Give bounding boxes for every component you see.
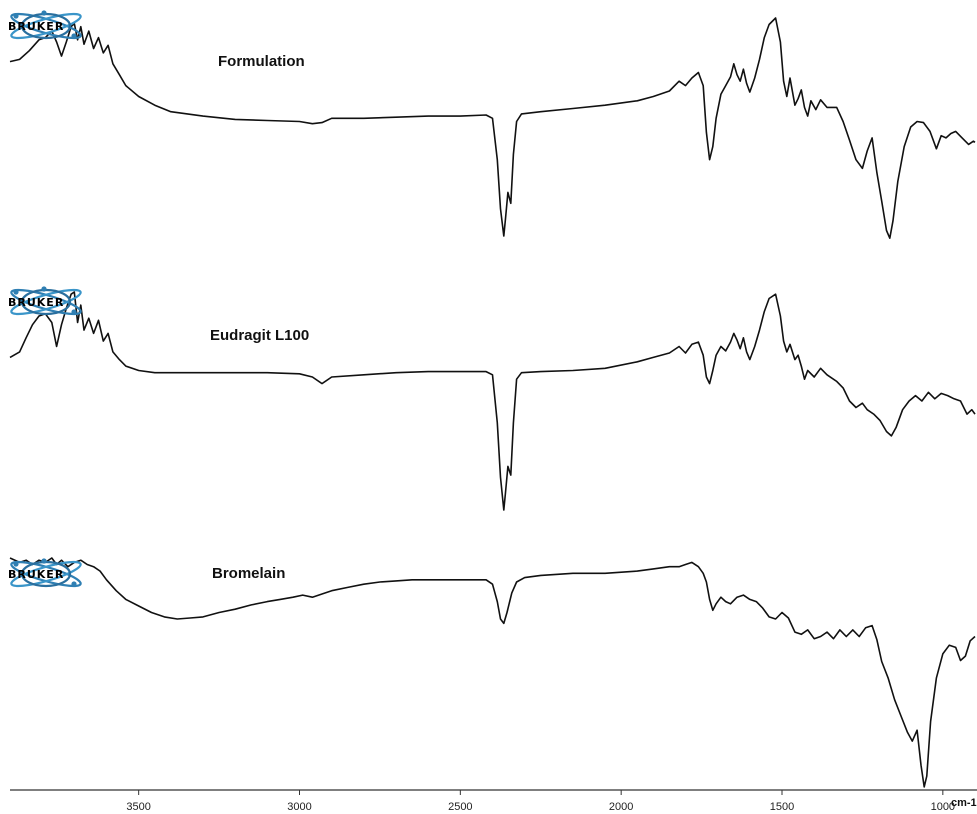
logo-dot xyxy=(71,33,77,39)
spectrum-panel: BRUKER Bromelain xyxy=(8,557,976,788)
logo-dot xyxy=(71,309,77,315)
spectrum-panel: BRUKER Formulation xyxy=(8,10,976,239)
logo-dot xyxy=(71,581,77,587)
spectrum-line xyxy=(9,17,976,239)
x-axis: 3500 3000 2500 2000 1500 1000 cm-1 xyxy=(10,789,977,813)
series-label: Bromelain xyxy=(212,565,285,582)
logo-dot xyxy=(13,561,19,567)
logo-dot xyxy=(41,286,47,292)
x-axis-unit: cm-1 xyxy=(951,797,977,809)
logo-dot xyxy=(41,558,47,564)
bruker-logo: BRUKER xyxy=(8,10,82,40)
logo-lettering: BRUKER xyxy=(8,20,64,33)
x-tick-label: 3500 xyxy=(126,801,150,813)
x-tick-label: 3000 xyxy=(287,801,311,813)
spectrum-line xyxy=(9,557,976,788)
logo-dot xyxy=(13,289,19,295)
logo-lettering: BRUKER xyxy=(8,296,64,309)
series-label: Formulation xyxy=(218,53,305,70)
x-tick-label: 2000 xyxy=(609,801,633,813)
logo-dot xyxy=(13,13,19,19)
logo-orbit xyxy=(10,560,82,588)
x-tick-label: 1500 xyxy=(770,801,794,813)
spectrum-line xyxy=(9,291,976,511)
x-tick-label: 1000 xyxy=(931,801,955,813)
logo-orbit xyxy=(10,288,82,316)
logo-dot xyxy=(41,10,47,16)
x-tick-label: 2500 xyxy=(448,801,472,813)
spectrum-panel: BRUKER Eudragit L100 xyxy=(8,286,976,511)
series-label: Eudragit L100 xyxy=(210,327,309,344)
bruker-logo: BRUKER xyxy=(8,286,82,316)
bruker-logo: BRUKER xyxy=(8,558,82,588)
x-ticks: 3500 3000 2500 2000 1500 1000 xyxy=(126,790,955,813)
logo-lettering: BRUKER xyxy=(8,568,64,581)
logo-orbit xyxy=(10,12,82,40)
